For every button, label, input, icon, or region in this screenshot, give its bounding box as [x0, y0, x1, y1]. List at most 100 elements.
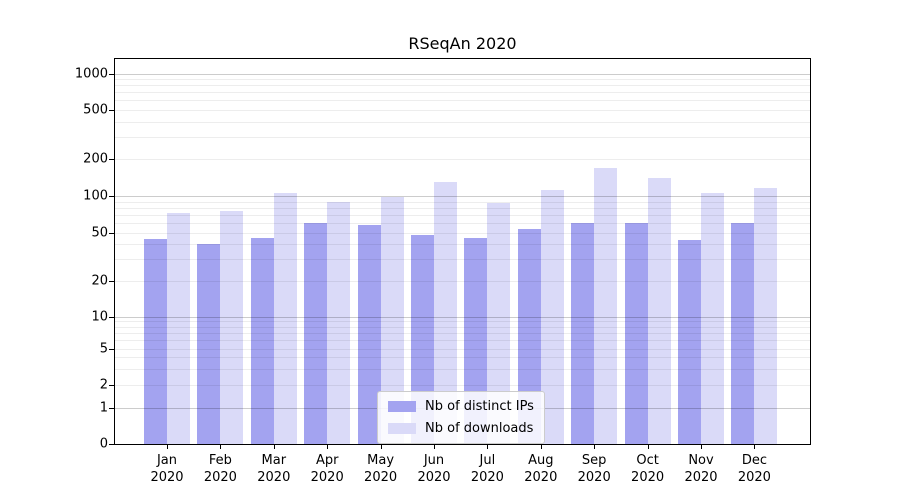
x-tick-mark — [434, 445, 435, 449]
bar-downloads-may — [380, 197, 404, 444]
bar-downloads-jun — [434, 181, 457, 444]
grid-layer — [115, 59, 810, 444]
y-tick-label: 5 — [99, 341, 108, 356]
y-tick-mark — [109, 384, 114, 386]
y-tick-label: 200 — [83, 151, 108, 167]
x-tick-mark — [754, 445, 756, 449]
y-tick-label: 1000 — [74, 66, 108, 81]
x-tick-mark — [167, 445, 168, 449]
y-tick-mark — [109, 316, 114, 318]
gridline — [115, 340, 810, 341]
gridline — [115, 259, 810, 260]
gridline — [115, 208, 810, 209]
y-tick-label: 10 — [91, 309, 108, 324]
bar-distinct-ips-oct — [624, 222, 648, 444]
x-tick-label: Apr 2020 — [310, 453, 344, 485]
chart-title: RSeqAn 2020 — [408, 34, 517, 53]
gridline — [115, 349, 810, 350]
x-tick-mark — [327, 445, 329, 449]
gridline — [115, 74, 810, 75]
bar-downloads-nov — [701, 193, 724, 444]
y-tick-label: 500 — [83, 102, 108, 118]
bar-downloads-jul — [487, 202, 511, 444]
y-tick-label: 20 — [91, 273, 108, 288]
bar-downloads-aug — [540, 189, 564, 444]
x-tick-mark — [380, 445, 382, 449]
bar-downloads-feb — [220, 211, 244, 444]
y-tick-label: 50 — [91, 225, 108, 240]
gridline — [115, 79, 810, 80]
gridline — [115, 202, 810, 203]
x-tick-label: Jun 2020 — [417, 453, 451, 485]
gridline — [115, 321, 810, 322]
x-tick-label: Jul 2020 — [470, 453, 504, 485]
y-tick-label: 0 — [99, 436, 108, 452]
y-tick-mark — [109, 407, 114, 409]
bar-distinct-ips-aug — [517, 229, 541, 444]
x-tick-mark — [220, 445, 222, 449]
x-tick-label: Mar 2020 — [257, 453, 291, 485]
bar-distinct-ips-nov — [678, 240, 701, 444]
bar-distinct-ips-apr — [304, 222, 328, 444]
gridline — [115, 327, 810, 328]
gridline — [115, 333, 810, 334]
y-tick-label: 2 — [99, 377, 108, 392]
gridline — [115, 369, 810, 370]
y-tick-label: 1 — [99, 400, 108, 415]
bar-downloads-dec — [754, 188, 778, 444]
bar-downloads-apr — [327, 202, 351, 444]
bar-distinct-ips-mar — [250, 238, 274, 444]
x-tick-label: Jan 2020 — [150, 453, 184, 485]
gridline — [115, 215, 810, 216]
bar-downloads-oct — [647, 178, 671, 444]
x-tick-label: Dec 2020 — [737, 453, 771, 485]
gridline — [115, 196, 810, 197]
gridline — [115, 317, 810, 318]
legend-item-downloads: Nb of downloads — [388, 421, 534, 436]
x-tick-label: Aug 2020 — [524, 453, 558, 485]
y-tick-mark — [109, 348, 114, 350]
bar-downloads-mar — [273, 192, 297, 444]
gridline — [115, 100, 810, 101]
y-tick-label: 100 — [83, 188, 108, 204]
x-tick-label: Nov 2020 — [684, 453, 718, 485]
gridline — [115, 110, 810, 111]
gridline — [115, 357, 810, 358]
bar-distinct-ips-sep — [571, 222, 595, 444]
gridline — [115, 385, 810, 386]
plot-area: Nb of distinct IPs Nb of downloads — [114, 58, 811, 445]
bar-distinct-ips-feb — [197, 244, 221, 444]
x-tick-mark — [701, 445, 702, 449]
y-tick-mark — [109, 159, 114, 160]
y-tick-mark — [109, 280, 114, 282]
bar-downloads-sep — [594, 167, 618, 444]
x-tick-mark — [647, 445, 649, 449]
gridline — [115, 281, 810, 282]
legend-label: Nb of downloads — [425, 421, 534, 436]
gridline — [115, 159, 810, 160]
legend-swatch-distinct-ips — [388, 401, 416, 412]
y-tick-mark — [109, 73, 114, 75]
x-tick-label: Feb 2020 — [203, 453, 237, 485]
x-tick-label: May 2020 — [364, 453, 398, 485]
legend: Nb of distinct IPs Nb of downloads — [377, 391, 545, 444]
x-tick-mark — [594, 445, 596, 449]
gridline — [115, 85, 810, 86]
y-tick-mark — [109, 196, 114, 197]
gridline — [115, 122, 810, 123]
gridline — [115, 233, 810, 234]
x-tick-label: Sep 2020 — [577, 453, 611, 485]
x-tick-mark — [540, 445, 542, 449]
x-tick-mark — [273, 445, 275, 449]
gridline — [115, 244, 810, 245]
y-tick-mark — [109, 444, 114, 445]
bar-downloads-jan — [167, 213, 190, 444]
x-tick-mark — [487, 445, 489, 449]
y-tick-mark — [109, 232, 114, 234]
bar-distinct-ips-jan — [144, 239, 167, 444]
gridline — [115, 223, 810, 224]
bars-layer — [115, 59, 810, 444]
y-tick-mark — [109, 110, 114, 111]
bar-distinct-ips-may — [357, 224, 381, 444]
